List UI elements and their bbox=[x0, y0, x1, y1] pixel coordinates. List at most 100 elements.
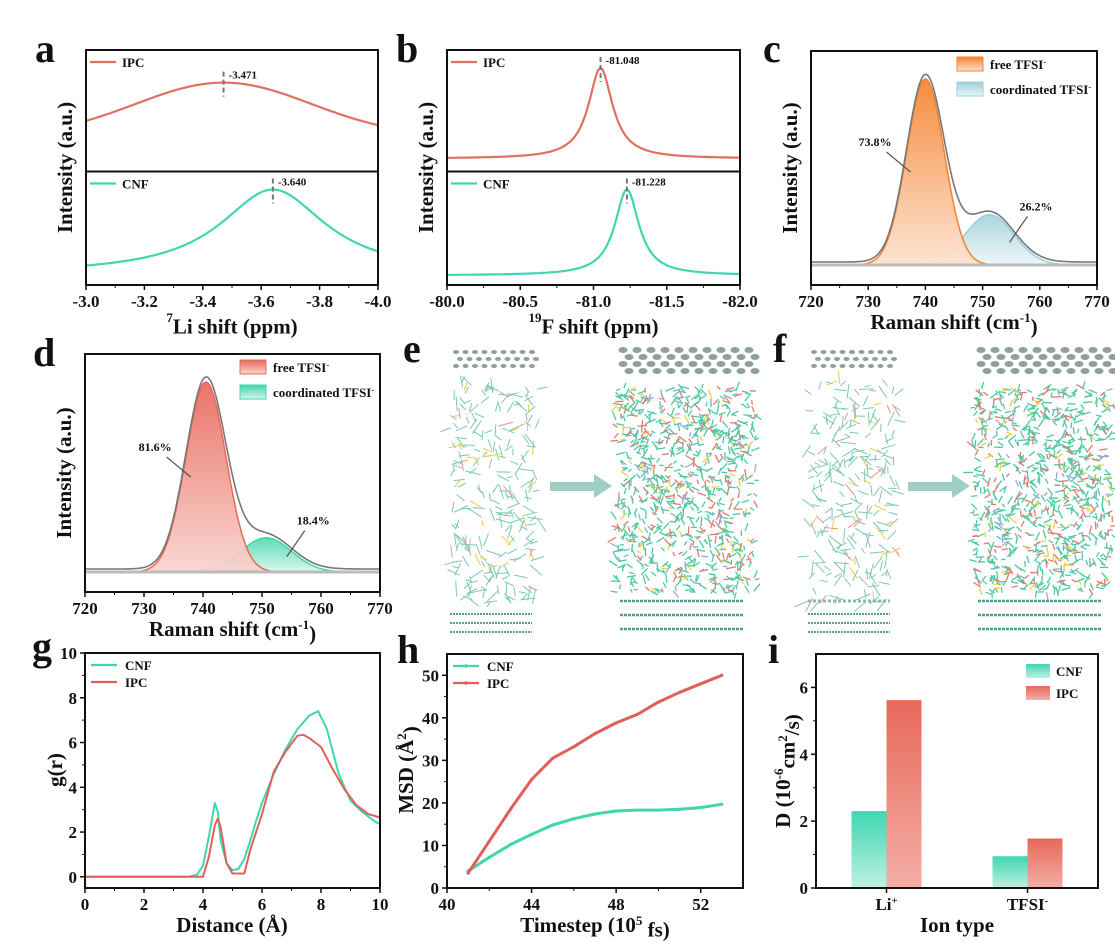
lithium-atom bbox=[666, 354, 676, 360]
lithium-atom bbox=[666, 368, 676, 374]
data-point bbox=[635, 712, 639, 717]
lithium-atom bbox=[1024, 354, 1034, 360]
y-tick-label: 4 bbox=[69, 778, 78, 797]
lithium-atom bbox=[815, 357, 821, 361]
lithium-atom bbox=[523, 357, 530, 361]
lithium-atom bbox=[834, 357, 840, 361]
lithium-atom bbox=[843, 357, 850, 361]
legend-label-ipc: IPC bbox=[1056, 686, 1078, 701]
lithium-atom bbox=[674, 361, 684, 367]
x-tick-label: 750 bbox=[249, 599, 275, 618]
lithium-atom bbox=[624, 354, 634, 360]
polymer-network-initial bbox=[794, 370, 906, 612]
data-point bbox=[466, 871, 470, 875]
legend-label-cnf: CNF bbox=[487, 659, 514, 674]
lithium-atom bbox=[730, 347, 740, 353]
y-tick-label: 10 bbox=[60, 644, 77, 663]
panel-label-d: d bbox=[33, 330, 55, 375]
y-tick-label: 50 bbox=[422, 666, 439, 685]
lithium-atom bbox=[849, 350, 855, 354]
x-tick-label: -4.0 bbox=[365, 292, 392, 311]
lithium-atom bbox=[646, 347, 656, 353]
lithium-atom bbox=[1088, 347, 1098, 353]
polymer-network-final bbox=[607, 381, 762, 599]
x-tick-label: -3.2 bbox=[131, 292, 158, 311]
lithium-atom bbox=[872, 357, 878, 361]
lithium-atom bbox=[1074, 347, 1084, 353]
arrow-right-icon bbox=[594, 474, 612, 498]
lithium-atom bbox=[1046, 347, 1056, 353]
data-point bbox=[572, 817, 576, 821]
arrow-right-icon bbox=[952, 474, 970, 498]
series-line-ipc bbox=[85, 733, 381, 878]
lithium-atom bbox=[891, 357, 897, 361]
peak-value-label: -3.640 bbox=[278, 177, 307, 189]
legend-label-coordinated: coordinated TFSI- bbox=[273, 385, 374, 400]
lithium-atom bbox=[839, 350, 846, 354]
legend-label-ipc: IPC bbox=[122, 55, 144, 70]
lithium-atom bbox=[996, 354, 1006, 360]
x-tick-label: 730 bbox=[131, 599, 157, 618]
lithium-atom bbox=[830, 350, 836, 354]
lithium-atom bbox=[853, 357, 859, 361]
x-axis-label: Distance (Å) bbox=[176, 913, 287, 937]
x-tick-label: 730 bbox=[855, 292, 881, 311]
y-axis-label: Intensity (a.u.) bbox=[414, 102, 438, 233]
lithium-atom bbox=[660, 361, 670, 367]
panel-label-a: a bbox=[35, 26, 55, 71]
data-point bbox=[699, 805, 703, 810]
lithium-atom bbox=[618, 347, 628, 353]
x-tick-label: 720 bbox=[798, 292, 824, 311]
data-point bbox=[677, 807, 682, 811]
y-tick-label: 8 bbox=[69, 689, 78, 708]
lithium-atom bbox=[466, 357, 473, 361]
lithium-atom bbox=[1010, 354, 1020, 360]
lithium-atom bbox=[744, 361, 754, 367]
lithium-atom bbox=[976, 361, 986, 367]
lithium-atom bbox=[1032, 347, 1042, 353]
lithium-atom bbox=[495, 357, 501, 361]
lithium-atom bbox=[1094, 368, 1104, 374]
lithium-atom bbox=[510, 364, 516, 368]
lithium-atom bbox=[744, 347, 754, 353]
legend-label-coordinated: coordinated TFSI- bbox=[990, 82, 1091, 97]
lithium-atom bbox=[481, 364, 488, 368]
lithium-atom bbox=[1102, 347, 1112, 353]
legend-label-free: free TFSI- bbox=[273, 360, 329, 375]
panel-a-7li-nmr: -3.471 IPC -3.640 CNF -3.0 -3.2 -3.4 -3.6 -3.8 -4… bbox=[53, 49, 392, 339]
lithium-atom bbox=[868, 364, 874, 368]
legend-swatch-coordinated bbox=[239, 384, 267, 400]
x-tick-label: 44 bbox=[523, 895, 541, 914]
lithium-atom bbox=[702, 361, 712, 367]
data-point bbox=[614, 809, 618, 813]
data-point bbox=[635, 808, 639, 812]
percent-label-coordinated: 26.2% bbox=[1019, 199, 1052, 213]
lithium-atom bbox=[519, 364, 526, 368]
panel-label-i: i bbox=[768, 627, 779, 672]
arrow-shaft bbox=[550, 482, 596, 491]
lithium-atom bbox=[680, 368, 690, 374]
polymer-network-final bbox=[963, 381, 1115, 602]
lithium-atom bbox=[1108, 354, 1115, 360]
lithium-atom bbox=[881, 357, 888, 361]
legend-swatch-coordinated bbox=[956, 81, 984, 97]
polymer-network-initial bbox=[440, 375, 548, 608]
bar-cnf-li bbox=[851, 811, 887, 888]
panel-label-e: e bbox=[403, 326, 421, 371]
lithium-atom bbox=[750, 368, 760, 374]
lithium-atom bbox=[510, 350, 516, 354]
x-axis-label: 7Li shift (ppm) bbox=[166, 310, 297, 339]
lithium-atom bbox=[519, 350, 526, 354]
lithium-atom bbox=[716, 347, 726, 353]
data-point bbox=[720, 673, 724, 677]
data-point bbox=[593, 731, 597, 736]
y-tick-label: 30 bbox=[422, 751, 439, 770]
panel-g-rdf: CNF IPC 0 2 4 6 8 10 0 2 4 6 8 10 g(r) Distance (Å) bbox=[43, 644, 389, 937]
lithium-atom bbox=[688, 361, 698, 367]
y-tick-label: 10 bbox=[422, 836, 439, 855]
y-axis-label: Intensity (a.u.) bbox=[52, 407, 76, 538]
x-tick-label: -3.4 bbox=[189, 292, 216, 311]
legend-label-cnf: CNF bbox=[483, 177, 510, 192]
lithium-atom bbox=[736, 368, 746, 374]
